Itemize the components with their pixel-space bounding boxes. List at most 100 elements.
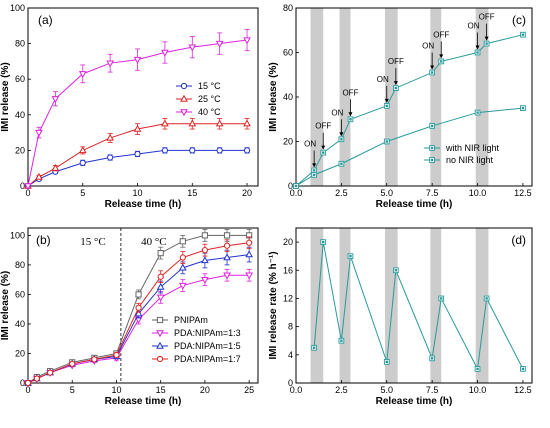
data-point bbox=[188, 44, 197, 52]
annotation-label: OFF bbox=[388, 57, 404, 66]
y-axis-label: IMI release rate (% h⁻¹) bbox=[268, 251, 279, 359]
data-point-fill bbox=[349, 118, 352, 121]
data-point-fill bbox=[340, 162, 343, 165]
plot-frame bbox=[27, 7, 259, 187]
series-line bbox=[27, 123, 248, 187]
x-tick-label: 0 bbox=[25, 385, 30, 395]
y-tick-label: 40 bbox=[15, 319, 25, 329]
x-tick-label: 0 bbox=[25, 188, 30, 198]
legend-marker bbox=[180, 109, 188, 117]
data-point-fill bbox=[294, 184, 298, 188]
plot-frame bbox=[27, 227, 259, 384]
data-point-fill bbox=[430, 357, 434, 360]
annotation-arrowhead bbox=[439, 54, 444, 59]
plot-frame bbox=[295, 227, 533, 384]
data-point bbox=[189, 147, 196, 154]
data-point bbox=[215, 119, 224, 127]
shaded-interval bbox=[310, 8, 324, 186]
legend-entry: PDA:NIPAm=1:5 bbox=[174, 341, 241, 351]
annotation-label: ON bbox=[377, 75, 389, 84]
x-tick-label: 5 bbox=[70, 385, 75, 395]
data-point bbox=[106, 60, 114, 68]
data-point bbox=[156, 282, 165, 290]
y-tick-label: 4 bbox=[288, 350, 293, 360]
shaded-interval bbox=[430, 8, 442, 186]
x-tick-label: 7.5 bbox=[426, 385, 439, 395]
annotation-arrowhead bbox=[475, 45, 480, 50]
series bbox=[24, 147, 251, 190]
x-tick-label: 25 bbox=[244, 385, 254, 395]
data-point bbox=[133, 124, 142, 132]
annotation-arrowhead bbox=[348, 112, 353, 117]
y-tick-label: 80 bbox=[283, 3, 293, 13]
data-point bbox=[201, 247, 209, 254]
x-tick-label: 10.0 bbox=[469, 188, 487, 198]
data-point-fill bbox=[312, 169, 316, 172]
x-tick-label: 2.5 bbox=[335, 385, 348, 395]
x-tick-label: 15 bbox=[187, 188, 197, 198]
plot-frame bbox=[295, 7, 533, 187]
legend-entry: PDA:NIPAm=1:3 bbox=[174, 328, 241, 338]
y-tick-label: 20 bbox=[283, 237, 293, 247]
data-point-fill bbox=[485, 42, 488, 45]
data-point bbox=[135, 304, 142, 311]
legend-entry: 25 °C bbox=[198, 94, 221, 104]
data-point-fill bbox=[394, 86, 398, 90]
annotation-label: ON bbox=[468, 22, 480, 31]
data-point bbox=[51, 96, 60, 104]
y-tick-label: 40 bbox=[283, 92, 293, 102]
annotation-arrowhead bbox=[321, 145, 326, 150]
data-point bbox=[201, 256, 209, 264]
x-tick-label: 0.0 bbox=[290, 188, 303, 198]
panel-letter: (d) bbox=[511, 233, 526, 247]
shaded-interval bbox=[339, 8, 351, 186]
data-point bbox=[223, 253, 231, 261]
annotation-label: OFF bbox=[315, 122, 331, 131]
x-tick-label: 20 bbox=[242, 188, 252, 198]
y-tick-label: 100 bbox=[10, 230, 25, 240]
data-point bbox=[35, 172, 43, 180]
data-point bbox=[69, 360, 76, 367]
legend-marker bbox=[180, 82, 188, 90]
data-point-fill bbox=[340, 339, 343, 342]
y-axis-label: IMI release (%) bbox=[0, 62, 11, 131]
annotation-label: OFF bbox=[433, 30, 449, 39]
legend-entry: 15 °C bbox=[198, 81, 221, 91]
chart-panel-0: 0 5 10 15 20 0 20 40 60 80 100 Release time (h) IMI … bbox=[0, 3, 259, 210]
data-point bbox=[78, 71, 87, 79]
data-point bbox=[24, 379, 32, 387]
legend-marker-fill bbox=[430, 146, 434, 150]
y-axis-label: IMI release (%) bbox=[268, 62, 279, 131]
y-tick-label: 100 bbox=[10, 3, 25, 13]
data-point bbox=[201, 232, 209, 239]
x-tick-label: 5.0 bbox=[381, 188, 394, 198]
data-point-fill bbox=[349, 254, 352, 258]
panel-letter: (b) bbox=[36, 233, 51, 247]
annotation-arrowhead bbox=[430, 65, 435, 70]
data-point-fill bbox=[394, 269, 398, 272]
y-tick-label: 20 bbox=[15, 348, 25, 358]
data-point bbox=[161, 147, 169, 154]
annotation-label: OFF bbox=[342, 88, 358, 97]
data-point bbox=[134, 309, 143, 317]
data-point bbox=[79, 159, 86, 166]
phase-label: 15 °C bbox=[80, 236, 106, 248]
chart-panel-1: 0 5 10 15 20 25 0 20 40 60 80 100 Release time (h) IM… bbox=[0, 227, 259, 407]
series bbox=[293, 31, 526, 189]
data-point bbox=[133, 56, 142, 64]
annotation-label: OFF bbox=[479, 13, 495, 22]
data-point-fill bbox=[312, 346, 316, 349]
y-tick-label: 16 bbox=[283, 265, 293, 275]
data-point bbox=[33, 375, 40, 382]
x-tick-label: 20 bbox=[200, 385, 210, 395]
series-line bbox=[27, 149, 248, 187]
x-tick-label: 0.0 bbox=[290, 385, 303, 395]
shaded-interval bbox=[430, 228, 442, 383]
x-axis-label: Release time (h) bbox=[105, 396, 182, 407]
x-tick-label: 5 bbox=[80, 188, 85, 198]
legend-entry: PDA:NIPAm=1:7 bbox=[174, 354, 241, 364]
data-point bbox=[223, 232, 231, 239]
legend-entry: 40 °C bbox=[198, 107, 221, 117]
annotation-arrowhead bbox=[484, 36, 489, 41]
data-point bbox=[157, 273, 164, 280]
